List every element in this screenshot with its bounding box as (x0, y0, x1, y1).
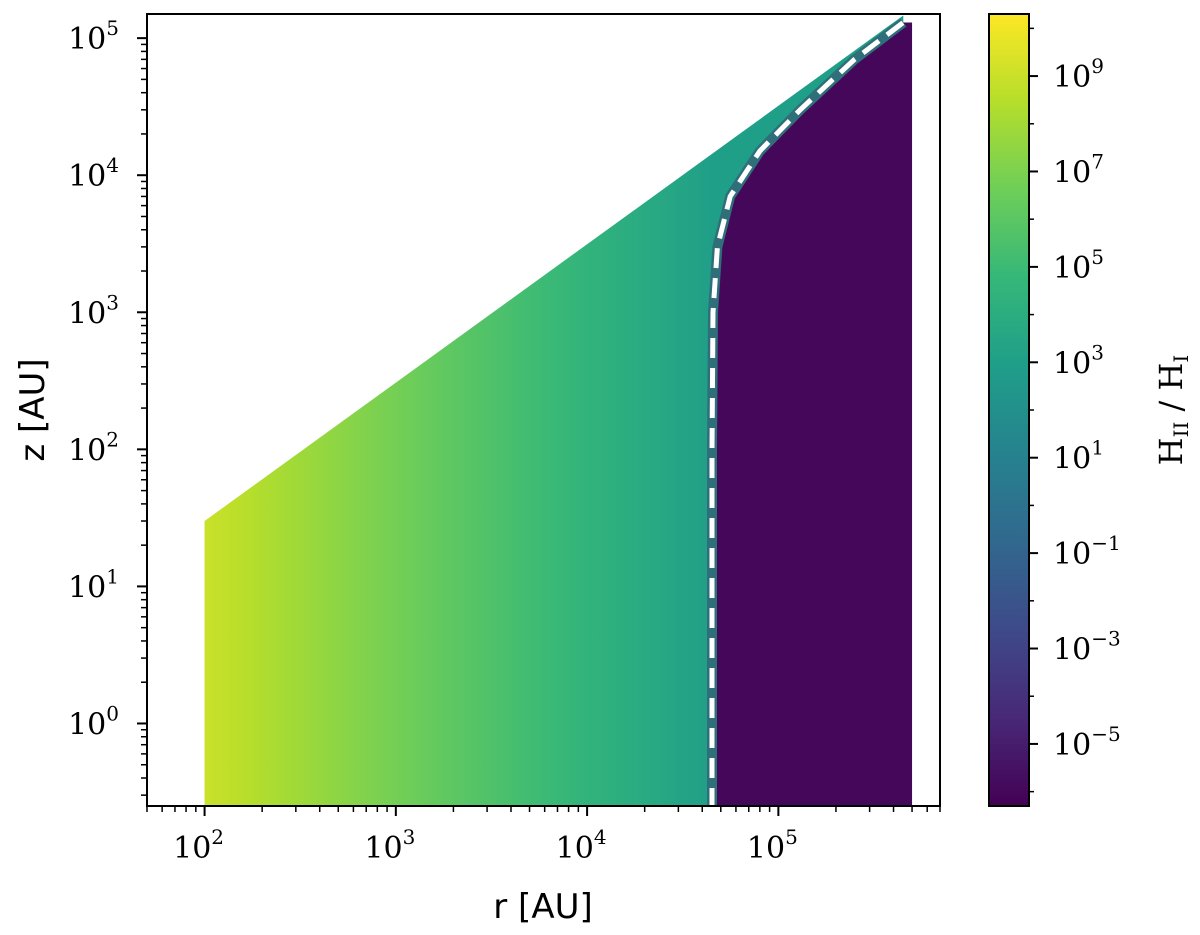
x-tick-label: 103 (364, 825, 415, 866)
x-tick-label-exp: 5 (785, 825, 798, 849)
colorbar-tick-label-base: 10 (1053, 537, 1091, 572)
y-tick-label-exp: 4 (106, 153, 119, 177)
y-tick-label-base: 10 (68, 22, 106, 57)
colorbar-label-sub1: II (1169, 422, 1193, 438)
colorbar-label-h2: H (1152, 363, 1190, 391)
y-tick-label-exp: 0 (106, 701, 119, 725)
y-tick-label-exp: 2 (106, 427, 119, 451)
colorbar-tick-label-exp: 5 (1091, 245, 1104, 269)
colorbar-tick-label: 101 (1053, 436, 1104, 477)
colorbar-tick-label: 103 (1053, 340, 1104, 381)
colorbar-label-sep: / (1152, 390, 1190, 421)
colorbar-label-sub2: I (1169, 355, 1193, 363)
y-tick-label: 105 (68, 16, 119, 57)
y-tick-label: 103 (68, 290, 119, 331)
ionized-region (204, 15, 904, 806)
colorbar-tick-label-exp: 1 (1091, 436, 1104, 460)
y-tick-label: 101 (68, 564, 119, 605)
colorbar-tick-label-base: 10 (1053, 346, 1091, 381)
neutral-region (712, 22, 913, 806)
x-tick-label: 105 (747, 825, 798, 866)
ionization-front-outline (707, 18, 907, 806)
x-tick-label-base: 10 (556, 831, 594, 866)
y-tick-label-exp: 1 (106, 564, 119, 588)
colorbar-tick-label-exp: 3 (1091, 340, 1104, 364)
y-axis-label: z [AU] (13, 358, 53, 461)
colorbar-tick-label-base: 10 (1053, 60, 1091, 95)
y-tick-label: 100 (68, 701, 119, 742)
colorbar-tick-label-exp: 9 (1091, 54, 1104, 78)
x-tick-label-base: 10 (364, 831, 402, 866)
colorbar-tick-label: 109 (1053, 54, 1104, 95)
y-tick-label-exp: 3 (106, 290, 119, 314)
y-tick-label-base: 10 (68, 433, 106, 468)
x-tick-label: 104 (556, 825, 607, 866)
x-tick-label-exp: 3 (403, 825, 416, 849)
y-tick-label-base: 10 (68, 570, 106, 605)
colorbar-tick-label: 10−1 (1053, 531, 1121, 572)
colorbar-tick-label: 10−3 (1053, 627, 1121, 668)
colorbar-tick-label-exp: 7 (1091, 149, 1104, 173)
x-axis: 102 103 104 105 (146, 806, 941, 866)
y-tick-label-base: 10 (68, 296, 106, 331)
y-tick-label-exp: 5 (106, 16, 119, 40)
colorbar-tick-label-base: 10 (1053, 728, 1091, 763)
y-tick-label: 102 (68, 427, 119, 468)
y-tick-label: 104 (68, 153, 119, 194)
colorbar-tick-label: 107 (1053, 149, 1104, 190)
colorbar-tick-label-exp: −1 (1091, 531, 1120, 555)
colorbar-tick-label-exp: −3 (1091, 627, 1120, 651)
y-tick-label-base: 10 (68, 707, 106, 742)
colorbar-tick-label-base: 10 (1053, 251, 1091, 286)
plot-area (204, 15, 913, 806)
colorbar-tick-label-base: 10 (1053, 633, 1091, 668)
colorbar-label-h1: H (1152, 437, 1190, 465)
x-tick-label: 102 (173, 825, 224, 866)
x-tick-label-exp: 4 (594, 825, 607, 849)
colorbar-tick-label: 10−5 (1053, 722, 1121, 763)
y-tick-label-base: 10 (68, 159, 106, 194)
colorbar-tick-label-base: 10 (1053, 155, 1091, 190)
x-axis-label: r [AU] (493, 887, 592, 927)
colorbar-fill (989, 14, 1029, 806)
colorbar-tick-label-base: 10 (1053, 442, 1091, 477)
x-tick-label-base: 10 (747, 831, 785, 866)
colorbar-tick-label-exp: −5 (1091, 722, 1120, 746)
x-tick-label-exp: 2 (211, 825, 224, 849)
colorbar-label: HII / HI (1152, 355, 1193, 466)
x-tick-label-base: 10 (173, 831, 211, 866)
colorbar-tick-label: 105 (1053, 245, 1104, 286)
plot-frame (146, 13, 941, 807)
